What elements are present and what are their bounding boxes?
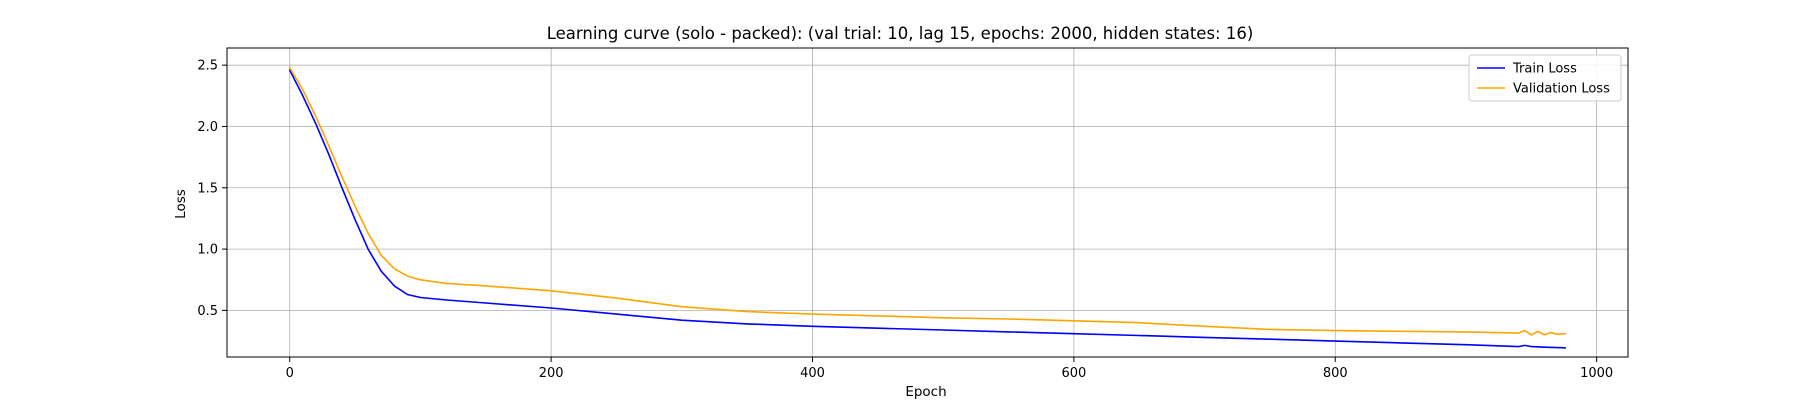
grid-lines (227, 48, 1628, 357)
x-tick-label: 800 (1323, 366, 1348, 381)
legend-label: Validation Loss (1513, 82, 1610, 97)
y-tick-label: 0.5 (197, 304, 218, 319)
y-tick-label: 2.5 (197, 59, 218, 74)
legend: Train Loss Validation Loss (1468, 54, 1622, 102)
x-axis-label: Epoch (905, 384, 946, 400)
x-tick-label: 1000 (1580, 366, 1613, 381)
y-tick-label: 1.0 (197, 243, 218, 258)
y-tick-label: 2.0 (197, 120, 218, 135)
y-tick-label: 1.5 (197, 181, 218, 196)
legend-box (1468, 54, 1622, 102)
legend-label: Train Loss (1512, 62, 1577, 77)
chart-title: Learning curve (solo - packed): (val tri… (547, 24, 1254, 43)
x-tick-label: 400 (800, 366, 825, 381)
x-axis: 0 200 400 600 800 1000 (286, 357, 1613, 381)
x-tick-label: 600 (1061, 366, 1086, 381)
series-line-validation-loss (288, 66, 1567, 336)
x-tick-label: 0 (286, 366, 294, 381)
y-axis: 0.5 1.0 1.5 2.0 2.5 (197, 59, 227, 319)
x-tick-label: 200 (539, 366, 564, 381)
series-lines (288, 66, 1567, 349)
y-axis-label: Loss (173, 189, 189, 219)
plot-area-frame (226, 47, 1629, 358)
series-line-train-loss (288, 69, 1567, 349)
